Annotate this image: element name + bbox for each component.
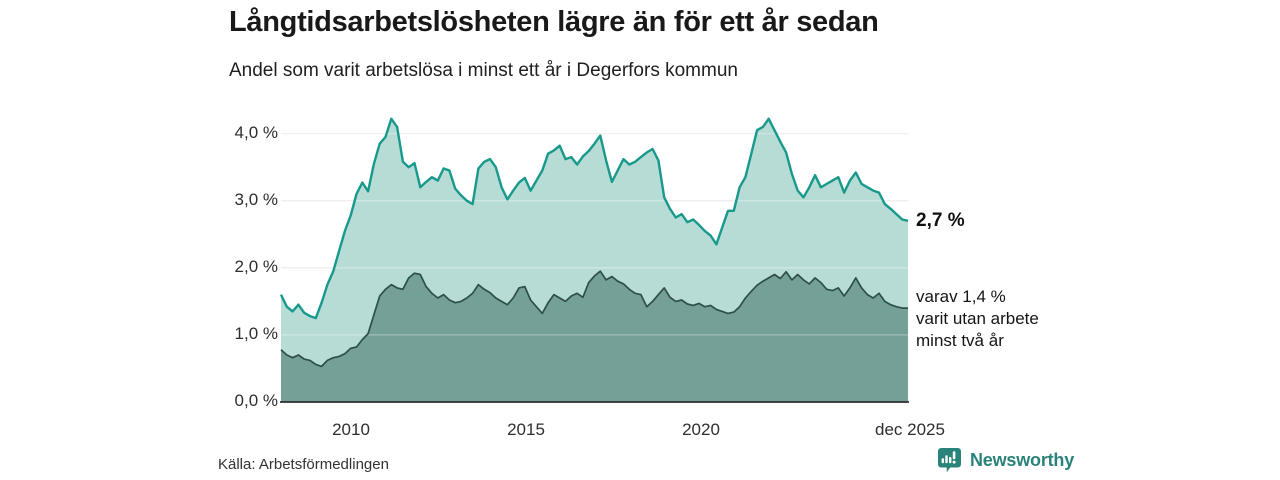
y-tick-3: 3,0 %	[234, 190, 278, 209]
y-tick-0: 0,0 %	[234, 391, 278, 410]
x-tick-dec-2025: dec 2025	[875, 420, 945, 439]
newsworthy-bubble-chart-icon	[938, 448, 961, 473]
y-tick-4: 4,0 %	[234, 123, 278, 142]
newsworthy-logo[interactable]: Newsworthy	[936, 446, 1074, 474]
end-label-line-3: minst två år	[916, 331, 1004, 350]
end-label-line-2: varit utan arbete	[916, 309, 1039, 328]
series-total-line	[279, 117, 909, 320]
series-two-years-area	[281, 271, 908, 402]
source-attribution: Källa: Arbetsförmedlingen	[218, 456, 389, 473]
x-tick-2010: 2010	[332, 420, 370, 439]
newsworthy-wordmark: Newsworthy	[970, 449, 1075, 470]
x-tick-2020: 2020	[682, 420, 720, 439]
series-two-years-line	[280, 270, 908, 368]
y-tick-1: 1,0 %	[234, 324, 278, 343]
x-tick-2015: 2015	[507, 420, 545, 439]
end-label-line-1: varav 1,4 %	[916, 287, 1006, 306]
y-tick-2: 2,0 %	[234, 257, 278, 276]
series-total-end-label: 2,7 %	[916, 210, 965, 231]
series-two-years-end-label: varav 1,4 % varit utan arbete minst två …	[916, 286, 1039, 352]
page-title: Långtidsarbetslösheten lägre än för ett …	[229, 6, 879, 38]
series-total-area	[281, 118, 908, 403]
chart-subtitle: Andel som varit arbetslösa i minst ett å…	[229, 60, 738, 81]
